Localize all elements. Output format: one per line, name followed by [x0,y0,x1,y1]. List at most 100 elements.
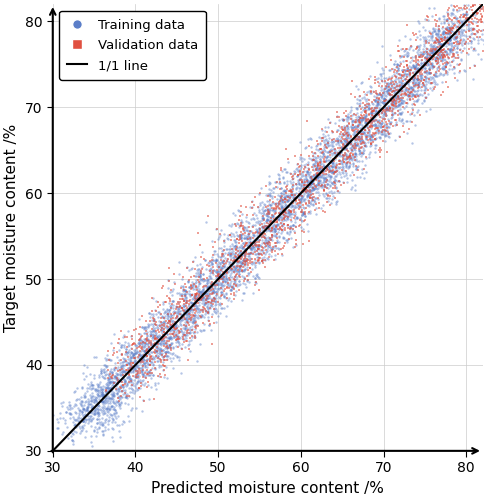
Training data [283,214,291,222]
Validation data [373,130,380,138]
Training data [315,182,323,190]
Validation data [169,314,177,322]
Validation data [344,146,352,154]
Training data [178,292,186,300]
Training data [477,35,485,43]
Training data [110,390,117,398]
Validation data [416,66,424,74]
Training data [102,396,110,404]
Training data [279,209,286,217]
Training data [449,10,456,18]
Training data [255,224,263,232]
Validation data [433,17,441,25]
Training data [397,45,405,53]
Training data [434,55,442,63]
Training data [94,416,101,424]
Training data [439,42,447,50]
Training data [265,180,273,188]
Training data [127,382,135,390]
Training data [479,36,487,44]
Validation data [160,324,168,332]
Training data [271,227,279,235]
Training data [122,348,130,356]
Training data [387,90,394,98]
Training data [358,103,366,111]
Training data [446,48,454,56]
Training data [119,383,127,391]
Training data [411,52,419,60]
Training data [376,122,384,130]
Training data [335,151,342,159]
Validation data [151,332,159,340]
Training data [338,144,346,152]
Validation data [197,294,205,302]
Training data [161,308,169,316]
Training data [356,138,364,145]
Training data [375,104,383,112]
Training data [325,188,333,196]
Training data [300,179,308,187]
Training data [391,60,398,68]
Validation data [379,138,387,145]
Training data [424,16,432,24]
Validation data [202,298,210,306]
Training data [234,232,242,239]
Training data [198,299,206,307]
Validation data [435,22,443,30]
Training data [184,342,191,349]
Training data [450,63,458,71]
Training data [359,147,367,155]
Training data [101,387,109,395]
Training data [443,33,450,41]
Training data [287,200,295,207]
Training data [88,394,95,402]
Validation data [208,340,216,348]
Training data [243,226,250,234]
Training data [297,194,304,202]
Training data [440,50,448,58]
Validation data [170,324,178,332]
Training data [455,28,463,36]
Training data [337,174,345,182]
Training data [198,288,206,296]
Training data [140,372,148,380]
Training data [145,322,152,330]
Validation data [220,260,228,268]
Training data [373,91,381,99]
Training data [136,336,144,344]
Validation data [222,259,230,267]
Training data [425,4,433,12]
Training data [357,114,365,122]
Training data [343,140,351,148]
Training data [80,413,88,421]
Training data [448,19,455,27]
Validation data [184,356,191,364]
Validation data [470,30,478,38]
Training data [306,186,314,194]
Training data [256,228,264,236]
Training data [111,389,118,397]
Validation data [439,46,447,54]
Validation data [307,180,315,188]
Training data [204,294,212,302]
Validation data [362,133,370,141]
Training data [402,116,410,124]
Validation data [378,82,386,90]
Training data [181,286,188,294]
Training data [330,137,337,145]
Training data [380,115,388,123]
Validation data [152,307,160,315]
Validation data [453,6,461,14]
Validation data [372,116,380,124]
Training data [268,236,276,244]
Training data [428,49,436,57]
Validation data [434,59,442,67]
Training data [142,352,150,360]
Validation data [380,106,388,114]
Validation data [287,216,295,224]
Training data [414,92,422,100]
Training data [399,98,407,106]
Training data [408,84,416,92]
Training data [404,65,412,73]
Validation data [365,110,373,118]
